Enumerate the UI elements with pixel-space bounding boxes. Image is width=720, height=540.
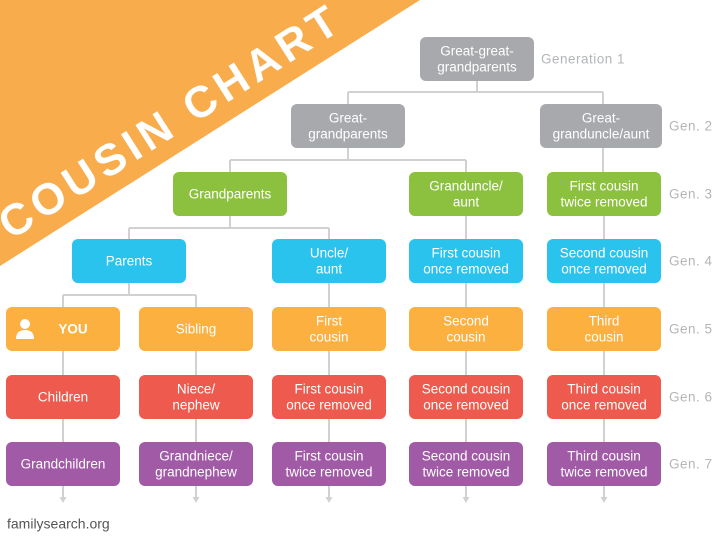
node-label: Third cousin (567, 382, 641, 397)
node-label: Parents (106, 254, 153, 269)
arrow-head (325, 497, 333, 503)
node-box (139, 442, 253, 486)
node-label: grandnephew (155, 465, 237, 480)
node-label: cousin (309, 330, 348, 345)
generation-label: Gen. 2 (669, 119, 713, 134)
node-label: Second (443, 314, 489, 329)
node-label: twice removed (560, 465, 647, 480)
node-label: First cousin (294, 382, 363, 397)
generation-label: Gen. 6 (669, 390, 713, 405)
generation-label: Gen. 7 (669, 457, 713, 472)
node-label: Grandniece/ (159, 449, 233, 464)
node-box (272, 375, 386, 419)
generation-labels: Generation 1 Gen. 2 Gen. 3 Gen. 4 Gen. 5 Gen.… (541, 52, 713, 472)
node-label: once removed (561, 262, 647, 277)
you-icon-body (16, 330, 34, 339)
node-label: Niece/ (177, 382, 216, 397)
node-box (291, 104, 405, 148)
node-label: Children (38, 390, 88, 405)
node-box (272, 307, 386, 351)
generation-label: Gen. 3 (669, 187, 713, 202)
banner (0, 0, 420, 266)
node-label: First cousin (569, 179, 638, 194)
node-box (409, 239, 523, 283)
node-label: twice removed (422, 465, 509, 480)
node-label: grandparents (437, 60, 517, 75)
node-label: Great-great- (440, 44, 514, 59)
node-box (547, 307, 661, 351)
node-label: cousin (446, 330, 485, 345)
node-box (409, 172, 523, 216)
node-label: cousin (584, 330, 623, 345)
node-label: Second cousin (560, 246, 649, 261)
generation-label: Gen. 4 (669, 254, 713, 269)
node-label: once removed (286, 398, 372, 413)
node-label: Great- (582, 111, 620, 126)
node-box (409, 375, 523, 419)
generation-label: Generation 1 (541, 52, 625, 67)
node-label: once removed (561, 398, 647, 413)
node-label: twice removed (285, 465, 372, 480)
node-box (547, 442, 661, 486)
node-label: Grandparents (189, 187, 272, 202)
node-label: Second cousin (422, 382, 511, 397)
generation-label: Gen. 5 (669, 322, 713, 337)
node-label: Third cousin (567, 449, 641, 464)
node-label: Sibling (176, 322, 217, 337)
nodes: Great-great-grandparentsGreat-grandparen… (6, 37, 662, 486)
node-box (409, 307, 523, 351)
node-box (409, 442, 523, 486)
node-label: Uncle/ (310, 246, 349, 261)
node-label: twice removed (560, 195, 647, 210)
node-label: grandparents (308, 127, 388, 142)
node-label: Grandchildren (21, 457, 106, 472)
node-box (547, 172, 661, 216)
node-label: aunt (453, 195, 480, 210)
node-box (6, 442, 120, 486)
arrow-head (59, 497, 67, 503)
node-box (272, 239, 386, 283)
arrow-head (192, 497, 200, 503)
arrow-head (600, 497, 608, 503)
node-box (272, 442, 386, 486)
node-box (420, 37, 534, 81)
node-box (547, 375, 661, 419)
node-box (547, 239, 661, 283)
node-label: Granduncle/ (429, 179, 503, 194)
node-box (139, 375, 253, 419)
node-label: YOU (58, 322, 87, 337)
node-label: nephew (172, 398, 220, 413)
node-label: Great- (329, 111, 367, 126)
node-label: granduncle/aunt (553, 127, 650, 142)
source: familysearch.org (7, 516, 110, 532)
node-label: First cousin (294, 449, 363, 464)
node-label: Second cousin (422, 449, 511, 464)
node-label: aunt (316, 262, 343, 277)
node-box (6, 307, 120, 351)
node-box (72, 239, 186, 283)
node-label: Third (589, 314, 620, 329)
node-box (540, 104, 662, 148)
connectors (59, 81, 608, 503)
node-box (6, 375, 120, 419)
arrow-head (462, 497, 470, 503)
you-icon-head (20, 319, 30, 329)
node-label: once removed (423, 398, 509, 413)
node-label: First (316, 314, 342, 329)
node-box (139, 307, 253, 351)
node-label: once removed (423, 262, 509, 277)
node-label: First cousin (431, 246, 500, 261)
node-box (173, 172, 287, 216)
